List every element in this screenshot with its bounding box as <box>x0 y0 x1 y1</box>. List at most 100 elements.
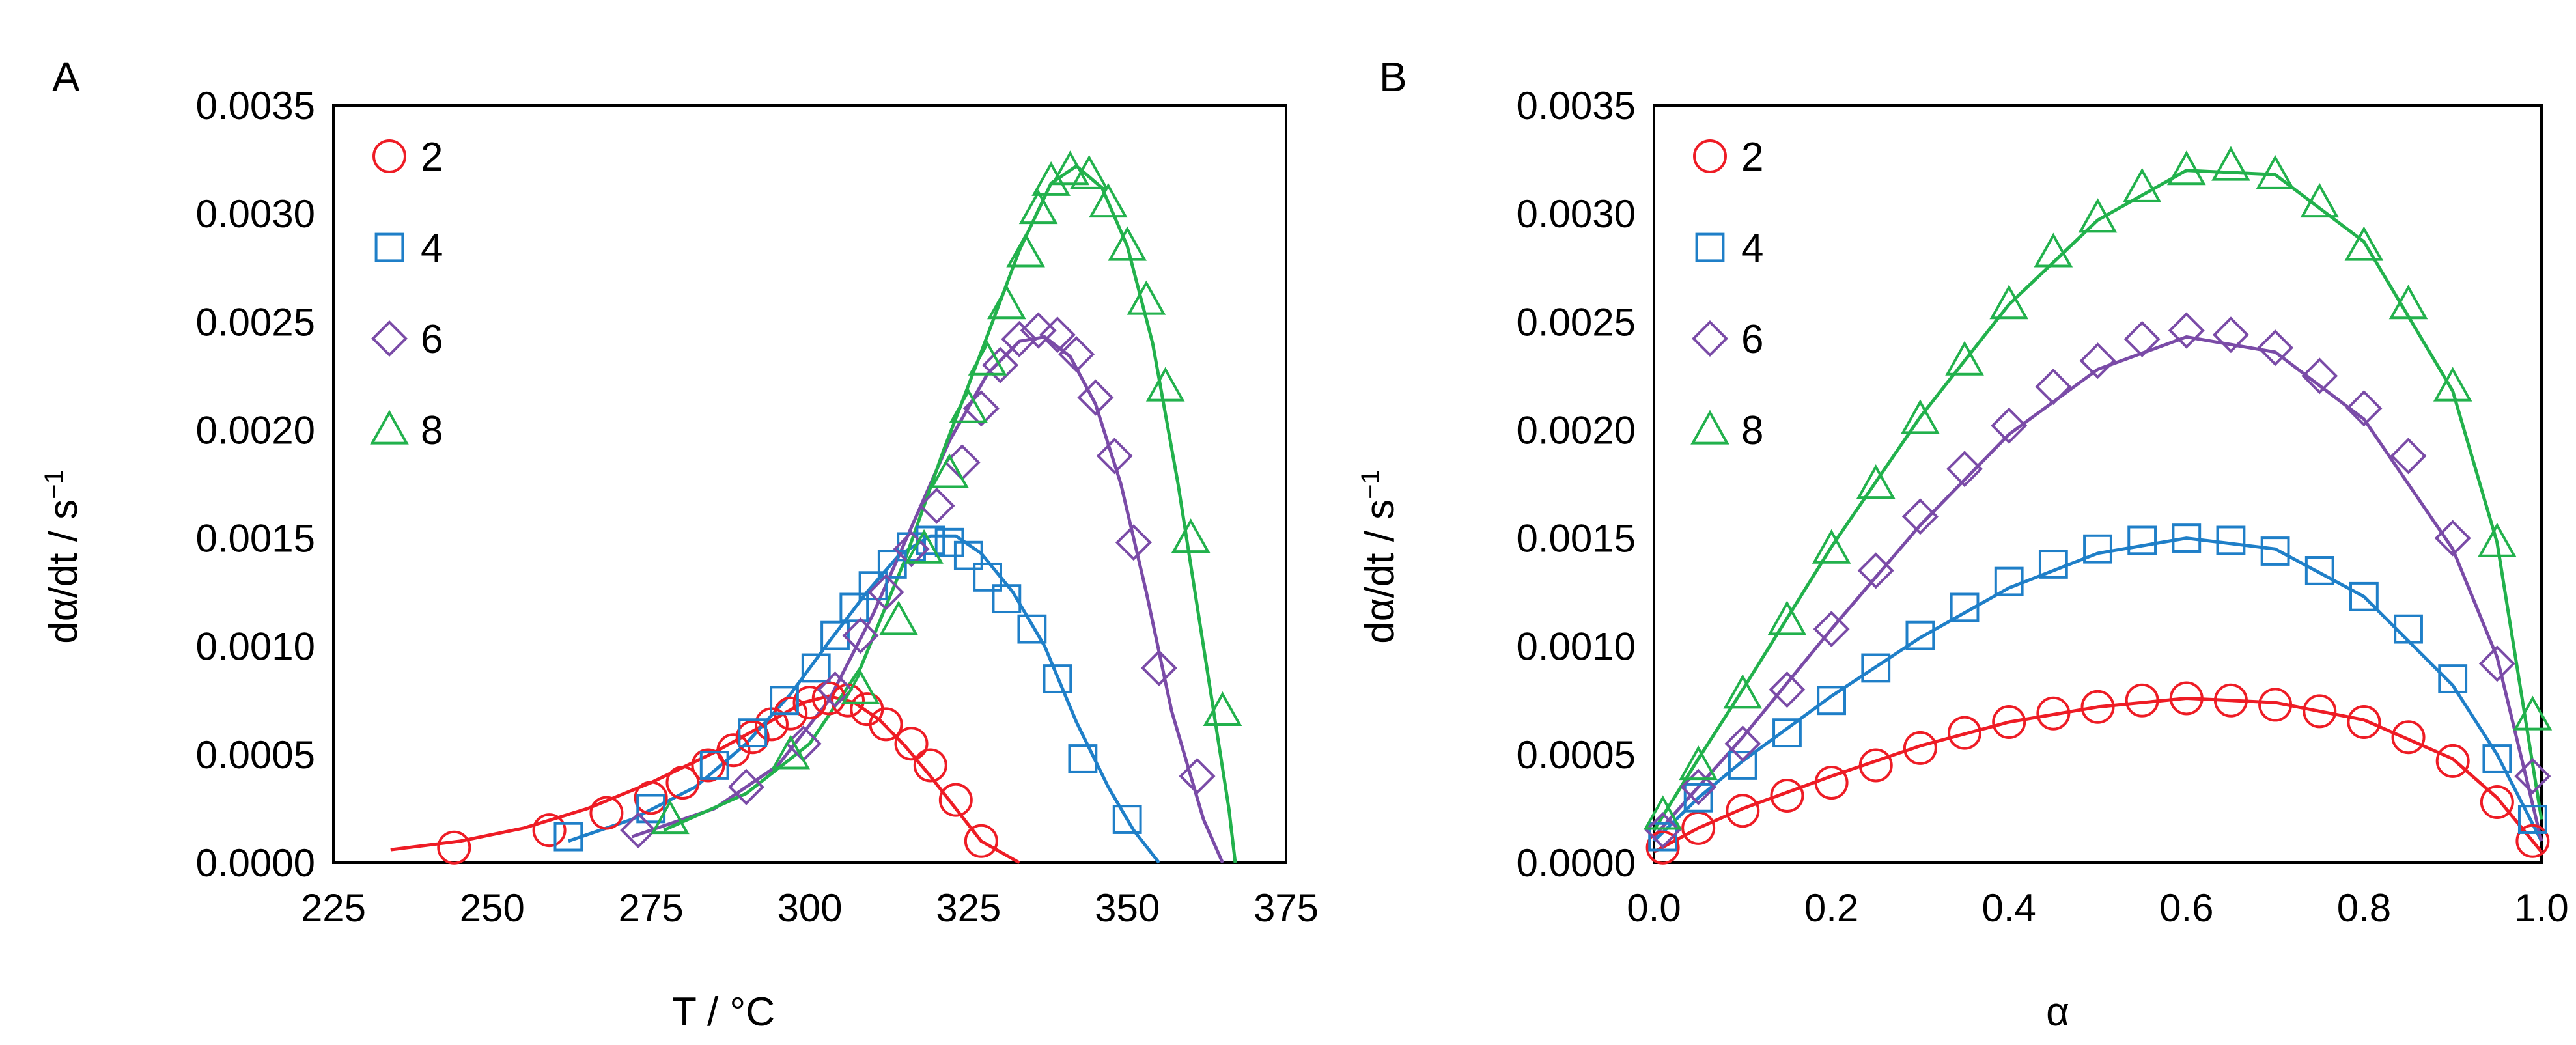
data-point-2 <box>1645 830 1680 865</box>
data-point-8 <box>1812 529 1851 564</box>
legend-label-8: 8 <box>421 408 443 453</box>
data-point-8 <box>2034 232 2073 268</box>
data-point-6 <box>2123 320 2161 357</box>
legend: 2 4 6 8 <box>1690 135 1763 453</box>
data-point-2 <box>735 720 770 755</box>
data-point-2 <box>665 766 700 800</box>
y-tick-label: 0.0005 <box>1516 733 1636 777</box>
data-point-4 <box>1950 592 1980 622</box>
data-point-4 <box>1017 614 1047 644</box>
data-point-4 <box>877 550 907 579</box>
data-point-2 <box>913 748 947 783</box>
data-point-2 <box>2125 683 2159 718</box>
data-point-6 <box>2212 316 2249 354</box>
data-point-4 <box>839 592 869 622</box>
data-point-4 <box>2349 581 2379 611</box>
data-point-2 <box>437 830 471 865</box>
data-point-2 <box>589 796 624 830</box>
data-point-8 <box>879 600 918 635</box>
x-tick-label: 300 <box>777 886 842 930</box>
x-tick-label: 250 <box>460 886 525 930</box>
x-tick-label: 1.0 <box>2514 886 2568 930</box>
data-point-8 <box>1989 285 2029 320</box>
y-axis-title-sup: −1 <box>40 469 68 499</box>
data-point-4 <box>2394 614 2423 644</box>
y-tick-labels: 0.0000 0.0005 0.0010 0.0015 0.0020 0.0025 0.00… <box>195 84 315 885</box>
data-point-4 <box>2438 664 2468 693</box>
data-point-6 <box>2168 312 2205 349</box>
fit-lines <box>390 164 1237 865</box>
data-point-8 <box>1171 518 1211 553</box>
x-tick-label: 0.8 <box>2337 886 2391 930</box>
data-point-6 <box>817 671 854 708</box>
data-point-6 <box>1115 524 1152 561</box>
data-point-4 <box>2304 556 2334 585</box>
x-axis-title: α <box>2046 990 2069 1035</box>
data-point-6 <box>1857 552 1894 589</box>
data-point-4 <box>2038 550 2068 579</box>
data-point-6 <box>2478 645 2515 682</box>
data-point-6 <box>2257 329 2294 367</box>
data-point-4 <box>2127 525 2157 555</box>
data-point-4 <box>1817 686 1846 716</box>
data-point-6 <box>1058 336 1095 373</box>
data-point-8 <box>2513 695 2553 731</box>
y-axis-title-sup: −1 <box>1356 469 1385 499</box>
data-point-8 <box>1723 674 1763 709</box>
legend-marker-2 <box>372 139 406 173</box>
x-tick-labels: 225 250 275 300 325 350 375 <box>301 886 1319 930</box>
legend-marker-6 <box>371 320 408 357</box>
data-point-2 <box>964 824 998 858</box>
data-point-8 <box>2388 285 2428 320</box>
y-tick-label: 0.0020 <box>195 408 315 452</box>
x-tick-label: 225 <box>301 886 366 930</box>
data-point-4 <box>2172 523 2202 553</box>
x-tick-label: 350 <box>1095 886 1160 930</box>
data-point-4 <box>699 751 729 780</box>
y-tick-label: 0.0000 <box>195 841 315 885</box>
legend-marker-8 <box>1690 410 1729 445</box>
data-point-6 <box>2514 758 2551 795</box>
data-markers <box>1643 146 2553 865</box>
data-point-4 <box>820 620 850 650</box>
data-point-2 <box>894 727 929 761</box>
fit-line-4 <box>568 534 1160 864</box>
data-point-8 <box>841 669 880 704</box>
data-point-6 <box>620 812 657 849</box>
data-point-6 <box>893 531 930 568</box>
data-point-6 <box>727 768 764 805</box>
y-tick-labels: 0.0000 0.0005 0.0010 0.0015 0.0020 0.0025 0.00… <box>1516 84 1636 885</box>
y-axis-title-main: dα/dt / s <box>1358 499 1403 644</box>
data-point-4 <box>858 571 888 601</box>
y-tick-label: 0.0015 <box>1516 517 1636 561</box>
data-point-8 <box>2211 146 2250 181</box>
legend-marker-2 <box>1693 139 1727 173</box>
y-tick-label: 0.0015 <box>195 517 315 561</box>
y-tick-label: 0.0010 <box>1516 625 1636 669</box>
data-point-6 <box>2035 368 2072 405</box>
data-point-2 <box>2036 696 2071 731</box>
data-point-6 <box>842 617 879 654</box>
data-point-8 <box>2478 522 2517 557</box>
data-point-4 <box>992 584 1022 614</box>
data-point-4 <box>1112 805 1142 834</box>
data-point-4 <box>801 653 831 683</box>
legend: 2 4 6 8 <box>370 135 443 453</box>
data-point-8 <box>1901 399 1940 434</box>
data-point-8 <box>1069 154 1109 189</box>
x-tick-label: 325 <box>936 886 1001 930</box>
data-point-2 <box>1903 731 1937 765</box>
data-point-4 <box>973 562 1002 592</box>
fit-line-8 <box>1652 169 2543 831</box>
data-point-8 <box>2122 167 2162 202</box>
data-point-6 <box>1769 671 1806 708</box>
data-point-8 <box>2433 367 2472 402</box>
y-axis-title: dα/dt / s−1 <box>40 469 86 644</box>
x-tick-label: 0.2 <box>1804 886 1858 930</box>
data-point-2 <box>634 781 668 815</box>
data-point-6 <box>1179 758 1216 795</box>
data-point-8 <box>2300 183 2340 218</box>
panel-b: B dα/dt / s−1 α 0.0000 0.0005 0.0010 0.0015… <box>1356 53 2569 1035</box>
x-tick-label: 375 <box>1253 886 1319 930</box>
data-point-8 <box>771 734 811 770</box>
